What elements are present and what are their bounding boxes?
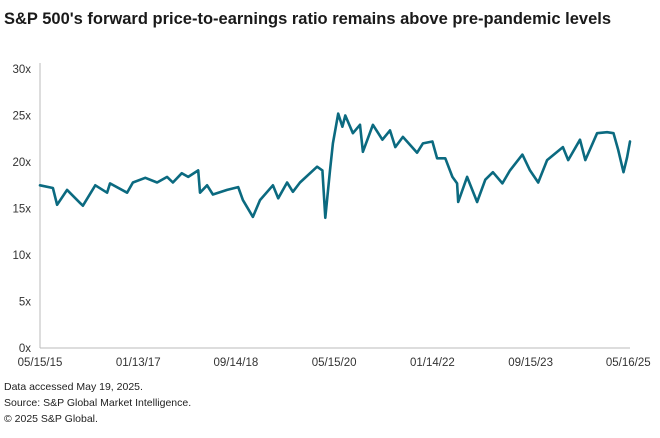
y-tick-label: 10x — [12, 250, 31, 262]
x-tick-label: 09/15/23 — [508, 357, 553, 369]
y-tick-label: 15x — [12, 204, 31, 216]
x-tick-label: 09/14/18 — [213, 357, 258, 369]
x-tick-label: 01/14/22 — [410, 357, 455, 369]
y-tick-label: 30x — [12, 64, 31, 76]
footnote-copyright: © 2025 S&P Global. — [4, 413, 98, 425]
x-tick-label: 05/15/20 — [312, 357, 357, 369]
x-tick-label: 01/13/17 — [116, 357, 161, 369]
y-tick-label: 20x — [12, 157, 31, 169]
footnote-source: Source: S&P Global Market Intelligence. — [4, 397, 192, 409]
x-tick-label: 05/16/25 — [606, 357, 651, 369]
x-tick-label: 05/15/15 — [18, 357, 63, 369]
series-line-forward-pe — [38, 112, 632, 220]
chart-title: S&P 500's forward price-to-earnings rati… — [4, 10, 612, 28]
y-tick-label: 0x — [19, 343, 31, 355]
y-tick-label: 5x — [19, 297, 31, 309]
y-tick-label: 25x — [12, 111, 31, 123]
footnote-data-accessed: Data accessed May 19, 2025. — [4, 381, 143, 393]
